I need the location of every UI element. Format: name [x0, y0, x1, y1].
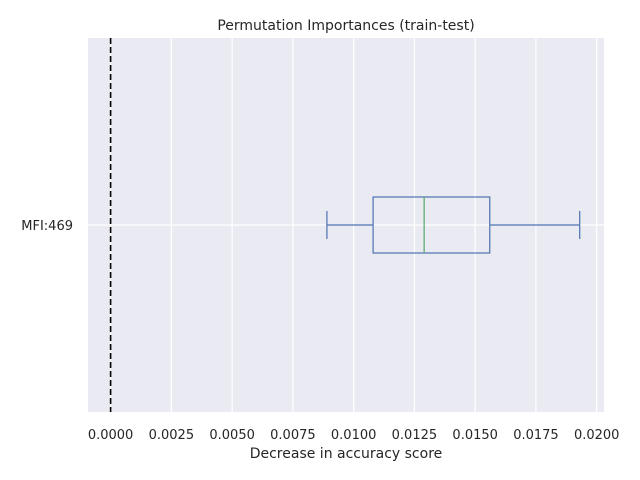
- boxplot-group: [326, 196, 581, 254]
- x-tick-label: 0.0175: [513, 428, 559, 443]
- x-tick-label: 0.0150: [452, 428, 498, 443]
- chart-title: Permutation Importances (train-test): [217, 18, 474, 34]
- x-axis-title: Decrease in accuracy score: [250, 446, 443, 462]
- x-tick-label: 0.0000: [88, 428, 134, 443]
- x-tick-labels: 0.0000 0.0025 0.0050 0.0075 0.0100 0.0125 0.01…: [88, 428, 620, 443]
- y-tick-labels: MFI:469: [21, 219, 73, 234]
- x-tick-label: 0.0075: [270, 428, 316, 443]
- y-tick-label: MFI:469: [21, 219, 73, 234]
- x-tick-label: 0.0025: [149, 428, 195, 443]
- x-tick-label: 0.0125: [392, 428, 438, 443]
- interquartile-box: [372, 196, 491, 254]
- x-tick-label: 0.0100: [331, 428, 377, 443]
- x-tick-label: 0.0050: [209, 428, 255, 443]
- x-tick-label: 0.0200: [574, 428, 620, 443]
